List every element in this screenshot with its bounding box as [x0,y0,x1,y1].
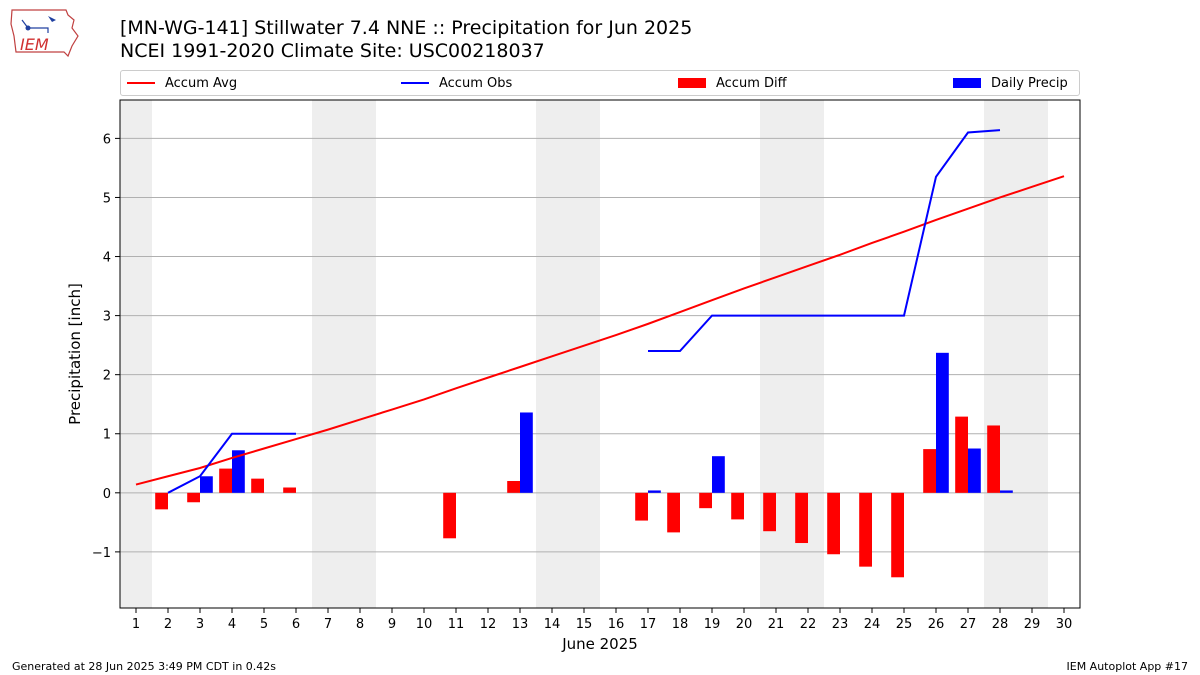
legend-swatch [953,78,981,88]
x-tick-label: 3 [196,617,204,632]
x-tick-label: 18 [672,617,689,632]
x-tick-label: 8 [356,617,364,632]
accum-obs-line [648,129,1001,353]
legend-label: Daily Precip [991,75,1068,91]
chart-title: [MN-WG-141] Stillwater 7.4 NNE :: Precip… [120,17,693,39]
accum-diff-bar [731,492,744,520]
footer-generated: Generated at 28 Jun 2025 3:49 PM CDT in … [12,660,277,673]
legend-item-daily-precip: Daily Precip [953,71,1068,95]
x-tick-label: 1 [132,617,140,632]
accum-diff-bar [667,492,680,533]
weekend-shade [312,100,344,608]
legend-swatch [678,78,706,88]
daily-precip-bar [200,476,213,493]
accum-diff-bar [795,492,808,544]
legend-item-accum-diff: Accum Diff [678,71,787,95]
accum-diff-bar [859,492,872,567]
weekend-shade [120,100,152,608]
y-tick-label: 5 [103,191,111,206]
y-tick-label: 3 [103,310,111,325]
x-tick-label: 26 [928,617,945,632]
accum-diff-bar [987,425,1000,493]
legend-item-accum-obs: Accum Obs [401,71,512,95]
x-tick-label: 22 [800,617,817,632]
accum-diff-bar [763,492,776,532]
x-tick-label: 29 [1024,617,1041,632]
accum-diff-bar [155,492,168,510]
legend-swatch [127,82,155,84]
daily-precip-bar [1000,490,1013,493]
x-tick-label: 27 [960,617,977,632]
x-tick-label: 21 [768,617,785,632]
accum-diff-bar [283,487,296,493]
x-tick-label: 11 [448,617,465,632]
logo-text: IEM [20,35,49,54]
x-tick-label: 9 [388,617,396,632]
y-tick-label: 6 [103,132,111,147]
x-tick-label: 19 [704,617,721,632]
x-axis-label: June 2025 [561,635,638,653]
accum-diff-bar [635,492,648,521]
x-tick-label: 17 [640,617,657,632]
accum-diff-bar [923,449,936,493]
daily-precip-bar [936,352,949,493]
weekend-shade [1016,100,1048,608]
accum-obs-line [167,432,296,494]
accum-diff-bar [699,492,712,509]
y-tick-label: 2 [103,369,111,384]
x-tick-label: 30 [1056,617,1073,632]
accum-diff-bar [443,492,456,539]
x-tick-label: 4 [228,617,236,632]
x-tick-label: 2 [164,617,172,632]
legend-label: Accum Obs [439,75,513,91]
weekend-shade [760,100,792,608]
y-tick-label: 4 [103,251,111,266]
weekend-shade [568,100,600,608]
weekend-shade [536,100,568,608]
x-tick-label: 14 [544,617,561,632]
weekend-shade [344,100,376,608]
x-tick-label: 24 [864,617,881,632]
daily-precip-bar [520,412,533,493]
x-tick-label: 25 [896,617,913,632]
daily-precip-bar [232,450,245,493]
x-tick-label: 7 [324,617,332,632]
accum-diff-bar [219,468,232,493]
x-tick-label: 12 [480,617,497,632]
legend-label: Accum Avg [165,75,238,91]
legend-swatch [401,82,429,84]
x-tick-label: 13 [512,617,529,632]
accum-avg-line [135,175,1065,486]
accum-diff-bar [955,416,968,493]
x-tick-label: 23 [832,617,849,632]
accum-diff-bar [251,478,264,493]
plot-frame [119,99,1081,609]
accum-diff-bar [827,492,840,555]
x-tick-label: 6 [292,617,300,632]
footer-app: IEM Autoplot App #17 [1066,660,1189,673]
x-tick-label: 15 [576,617,593,632]
chart-legend: Accum Avg Accum Obs Accum Diff Daily Precip [120,70,1080,96]
legend-label: Accum Diff [716,75,787,91]
x-tick-label: 5 [260,617,268,632]
iem-logo: IEM [10,9,79,58]
x-tick-label: 28 [992,617,1009,632]
daily-precip-bar [968,448,981,493]
legend-item-accum-avg: Accum Avg [127,71,237,95]
accum-diff-bar [891,492,904,578]
y-tick-label: −1 [92,546,111,561]
x-tick-label: 20 [736,617,753,632]
daily-precip-bar [648,490,661,493]
x-tick-label: 16 [608,617,625,632]
y-tick-label: 0 [103,487,111,502]
y-tick-label: 1 [103,428,111,443]
accum-diff-bar [187,492,200,503]
y-axis-label: Precipitation [inch] [66,283,84,425]
weekend-shade [984,100,1016,608]
x-tick-label: 10 [416,617,433,632]
daily-precip-bar [712,456,725,493]
accum-diff-bar [507,481,520,493]
chart-subtitle: NCEI 1991-2020 Climate Site: USC00218037 [120,40,545,62]
